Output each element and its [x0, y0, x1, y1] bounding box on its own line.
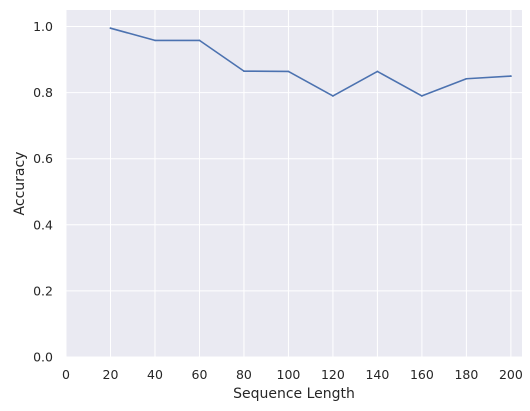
series-line	[109, 27, 512, 97]
data-point	[243, 70, 245, 73]
x-tick-label: 100	[277, 367, 301, 382]
data-point	[154, 39, 156, 42]
data-point	[509, 75, 512, 77]
data-point	[332, 95, 334, 97]
data-point	[287, 70, 290, 73]
y-tick-label: 0.4	[33, 217, 53, 232]
y-tick-label: 0.8	[33, 85, 53, 100]
data-point	[376, 70, 379, 73]
y-axis-title: Accuracy	[12, 152, 28, 216]
x-tick-labels: 0 20 40 60 80 100 120 140 160 180 200	[62, 367, 523, 382]
x-axis-title: Sequence Length	[233, 386, 355, 402]
data-point	[198, 39, 201, 42]
x-tick-label: 200	[499, 367, 523, 382]
x-tick-label: 120	[321, 367, 345, 382]
data-point	[465, 77, 468, 80]
data-point	[109, 27, 112, 30]
y-tick-label: 0.2	[33, 283, 53, 298]
grid-lines	[65, 10, 522, 358]
x-tick-label: 140	[365, 367, 389, 382]
x-tick-label: 80	[236, 367, 252, 382]
x-tick-label: 160	[410, 367, 434, 382]
y-tick-label: 0.6	[33, 151, 53, 166]
data-point	[421, 95, 423, 97]
y-tick-label: 1.0	[33, 19, 53, 34]
x-tick-label: 0	[62, 367, 70, 382]
x-tick-label: 40	[147, 367, 163, 382]
y-tick-labels: 0.0 0.2 0.4 0.6 0.8 1.0	[33, 19, 53, 364]
y-tick-label: 0.0	[33, 350, 53, 365]
x-tick-label: 20	[103, 367, 119, 382]
plot-area	[66, 10, 522, 357]
x-tick-label: 180	[454, 367, 478, 382]
series-layer	[109, 27, 512, 97]
x-tick-label: 60	[192, 367, 208, 382]
